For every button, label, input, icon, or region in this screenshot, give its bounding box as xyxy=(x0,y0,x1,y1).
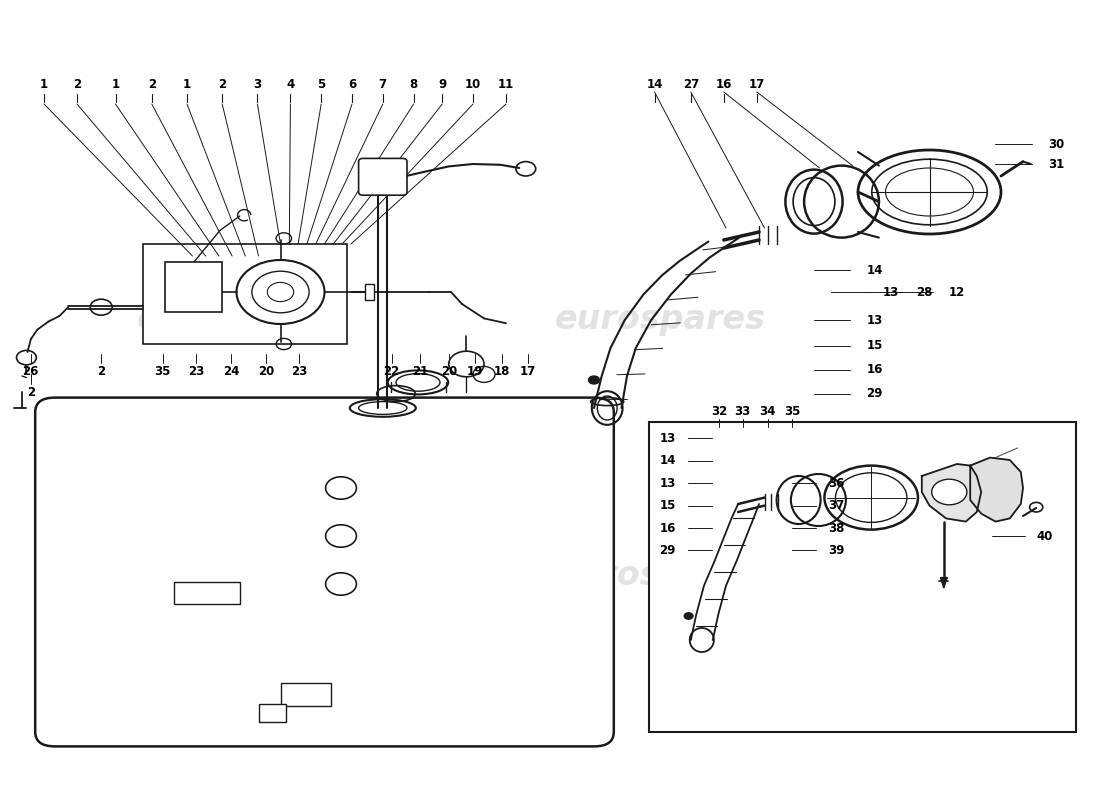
Circle shape xyxy=(684,613,693,619)
Text: 26: 26 xyxy=(23,365,38,378)
Circle shape xyxy=(588,376,600,384)
Text: 24: 24 xyxy=(223,365,239,378)
Polygon shape xyxy=(940,578,947,588)
Text: 2: 2 xyxy=(73,78,81,90)
Text: 37: 37 xyxy=(828,499,844,512)
Text: 33: 33 xyxy=(735,405,750,418)
Bar xyxy=(649,422,1076,732)
Text: 2: 2 xyxy=(26,386,35,398)
FancyBboxPatch shape xyxy=(35,398,614,746)
Text: 29: 29 xyxy=(660,544,675,557)
Text: 27: 27 xyxy=(683,78,698,90)
Text: 8: 8 xyxy=(409,78,418,90)
Text: 3: 3 xyxy=(253,78,262,90)
Text: 11: 11 xyxy=(498,78,514,90)
Text: 30: 30 xyxy=(1048,138,1064,150)
Bar xyxy=(143,244,346,344)
Text: 16: 16 xyxy=(660,522,675,534)
Text: 15: 15 xyxy=(867,339,882,352)
Text: 4: 4 xyxy=(286,78,295,90)
Text: 19: 19 xyxy=(468,365,483,378)
Text: 29: 29 xyxy=(867,387,882,400)
Text: 6: 6 xyxy=(348,78,356,90)
Polygon shape xyxy=(922,464,981,522)
Bar xyxy=(280,683,331,706)
Text: 13: 13 xyxy=(660,477,675,490)
Text: 13: 13 xyxy=(883,286,899,298)
Text: 23: 23 xyxy=(292,365,307,378)
Text: 2: 2 xyxy=(97,365,106,378)
Text: 9: 9 xyxy=(438,78,447,90)
Circle shape xyxy=(932,479,967,505)
Text: 39: 39 xyxy=(828,544,844,557)
Text: 13: 13 xyxy=(867,314,882,326)
Text: 1: 1 xyxy=(111,78,120,90)
Text: 28: 28 xyxy=(916,286,932,298)
Text: 22: 22 xyxy=(384,365,399,378)
Text: 16: 16 xyxy=(716,78,732,90)
FancyBboxPatch shape xyxy=(359,158,407,195)
Text: 15: 15 xyxy=(660,499,675,512)
Text: 14: 14 xyxy=(660,454,675,467)
Text: 16: 16 xyxy=(867,363,882,376)
Bar xyxy=(365,284,374,300)
Text: 5: 5 xyxy=(317,78,326,90)
Text: 20: 20 xyxy=(441,365,456,378)
Text: 36: 36 xyxy=(828,477,844,490)
Text: 38: 38 xyxy=(828,522,844,534)
Text: 23: 23 xyxy=(188,365,204,378)
Text: 17: 17 xyxy=(749,78,764,90)
Text: 14: 14 xyxy=(867,264,882,277)
Text: 13: 13 xyxy=(660,432,675,445)
Bar xyxy=(258,704,286,722)
Text: 40: 40 xyxy=(1037,530,1053,542)
Text: 2: 2 xyxy=(218,78,227,90)
Text: 32: 32 xyxy=(712,405,727,418)
Text: eurospares: eurospares xyxy=(136,559,348,593)
Text: eurospares: eurospares xyxy=(554,559,766,593)
Text: 35: 35 xyxy=(155,365,170,378)
Bar xyxy=(174,582,240,604)
Text: 31: 31 xyxy=(1048,158,1064,170)
Text: 7: 7 xyxy=(378,78,387,90)
Text: 21: 21 xyxy=(412,365,428,378)
Text: eurospares: eurospares xyxy=(554,303,766,337)
Text: 14: 14 xyxy=(647,78,662,90)
Text: 1: 1 xyxy=(183,78,191,90)
Text: 35: 35 xyxy=(784,405,800,418)
Text: 17: 17 xyxy=(520,365,536,378)
Text: 18: 18 xyxy=(494,365,509,378)
Polygon shape xyxy=(970,458,1023,522)
Text: 20: 20 xyxy=(258,365,274,378)
Text: 34: 34 xyxy=(760,405,775,418)
Text: eurospares: eurospares xyxy=(136,303,348,337)
Text: 1: 1 xyxy=(40,78,48,90)
Text: 12: 12 xyxy=(949,286,965,298)
Text: 2: 2 xyxy=(147,78,156,90)
Text: 10: 10 xyxy=(465,78,481,90)
Bar xyxy=(165,262,222,312)
